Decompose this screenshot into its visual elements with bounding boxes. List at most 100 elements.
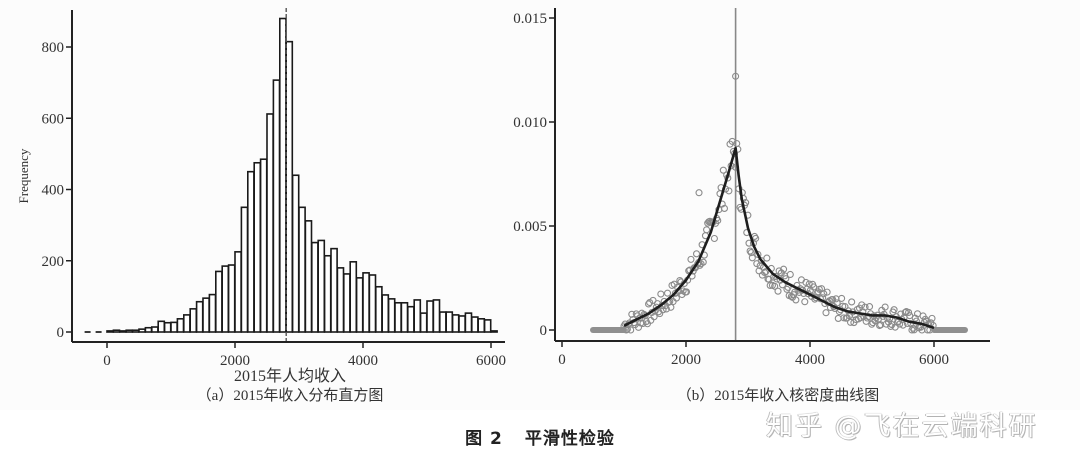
histogram-bar — [176, 318, 185, 333]
histogram-bar — [432, 299, 441, 333]
outlier-point — [732, 72, 740, 80]
histogram-bar — [278, 17, 287, 333]
y-tick-label: 0 — [57, 325, 65, 341]
density-point — [848, 298, 856, 306]
density-point — [792, 296, 800, 304]
histogram-bar — [151, 326, 159, 333]
histogram-bar — [125, 329, 134, 333]
figure-panel: 0 200 400 600 800 0 2000 4000 6000 Frequency 2015年… — [16, 8, 990, 404]
histogram-bar — [413, 299, 422, 333]
x-tick-label: 6000 — [919, 352, 949, 368]
y-tick-label: 0 — [540, 323, 548, 339]
density-point — [802, 278, 810, 286]
density-point — [719, 166, 727, 174]
histogram-bar — [291, 174, 300, 333]
histogram-bar — [381, 294, 390, 333]
histogram-bar — [470, 316, 479, 333]
histogram-bar — [458, 315, 466, 333]
density-point — [890, 306, 898, 314]
density-point — [645, 300, 653, 308]
density-point — [906, 312, 914, 320]
x-tick-label: 2000 — [220, 353, 250, 369]
histogram-bar — [349, 261, 358, 333]
density-point — [833, 299, 841, 307]
density-point — [775, 267, 783, 275]
histogram-bar — [342, 273, 351, 333]
histogram-bar — [317, 239, 326, 333]
histogram-bar — [202, 297, 210, 333]
histogram-bar — [208, 293, 217, 333]
histogram-bars — [106, 17, 498, 333]
histogram-bar — [394, 301, 402, 333]
density-point — [780, 265, 788, 273]
outlier-point — [695, 189, 703, 197]
histogram-bar — [183, 314, 191, 333]
density-point — [829, 296, 837, 304]
x-tick-label: 4000 — [795, 352, 825, 368]
chart-a-subtitle: （a）2015年收入分布直方图 — [197, 387, 384, 404]
y-tick-label: 0.010 — [513, 115, 547, 131]
density-point — [762, 268, 770, 276]
y-tick-label: 800 — [42, 40, 65, 56]
density-point — [823, 288, 831, 296]
histogram-bar — [336, 267, 345, 333]
density-point — [846, 318, 855, 326]
chart-b-subtitle: （b）2015年收入核密度曲线图 — [677, 387, 880, 404]
density-point — [687, 255, 695, 263]
histogram-bar — [374, 285, 383, 333]
density-point — [865, 303, 874, 311]
y-tick-label: 200 — [42, 254, 65, 270]
density-point — [822, 309, 830, 317]
density-point — [763, 254, 771, 262]
density-point — [692, 250, 701, 258]
density-point — [746, 247, 754, 255]
histogram-bar — [464, 312, 473, 333]
density-point — [725, 187, 733, 195]
histogram-bar — [368, 274, 377, 333]
histogram-chart: 0 200 400 600 800 0 2000 4000 6000 Frequency 2015年… — [16, 8, 506, 404]
histogram-bar — [189, 308, 198, 333]
histogram-bar — [195, 300, 204, 333]
x-tick-label: 0 — [558, 352, 566, 368]
kde-fit-curve — [623, 146, 935, 330]
kde-chart: 0 0.005 0.010 0.015 0 2000 4000 6000 （b）2015年收入核… — [513, 8, 990, 404]
histogram-bar — [234, 251, 242, 333]
histogram-bar — [259, 158, 268, 333]
histogram-bar — [227, 264, 236, 333]
density-point — [682, 288, 691, 296]
density-point — [752, 234, 760, 242]
density-point — [757, 257, 765, 265]
density-point — [843, 314, 851, 322]
histogram-bar — [131, 329, 140, 333]
histogram-bar — [285, 40, 294, 333]
histogram-bar — [298, 206, 306, 333]
histogram-bar — [106, 330, 114, 333]
density-point — [786, 270, 794, 279]
density-point — [861, 303, 869, 311]
histogram-bar — [483, 319, 492, 333]
x-tick-label: 2000 — [671, 352, 701, 368]
density-point — [747, 249, 755, 257]
histogram-bar — [272, 79, 281, 333]
histogram-bar — [400, 301, 409, 333]
histogram-bar — [170, 321, 178, 333]
histogram-bar — [355, 277, 364, 333]
histogram-bar — [406, 305, 415, 333]
histogram-bar — [138, 328, 146, 333]
histogram-bar — [240, 206, 249, 333]
density-point — [813, 289, 821, 297]
density-point — [627, 326, 635, 334]
density-point — [766, 281, 774, 289]
y-tick-label: 600 — [42, 111, 65, 127]
density-point — [881, 303, 889, 311]
density-point — [756, 262, 764, 270]
histogram-bar — [266, 113, 274, 333]
histogram-bar — [310, 241, 319, 333]
histogram-bar — [330, 247, 338, 333]
x-tick-label: 0 — [103, 353, 111, 369]
y-tick-label: 0.005 — [513, 219, 547, 235]
density-point — [801, 298, 809, 306]
density-point — [659, 306, 667, 314]
density-point — [869, 319, 877, 327]
histogram-bar — [387, 298, 396, 333]
